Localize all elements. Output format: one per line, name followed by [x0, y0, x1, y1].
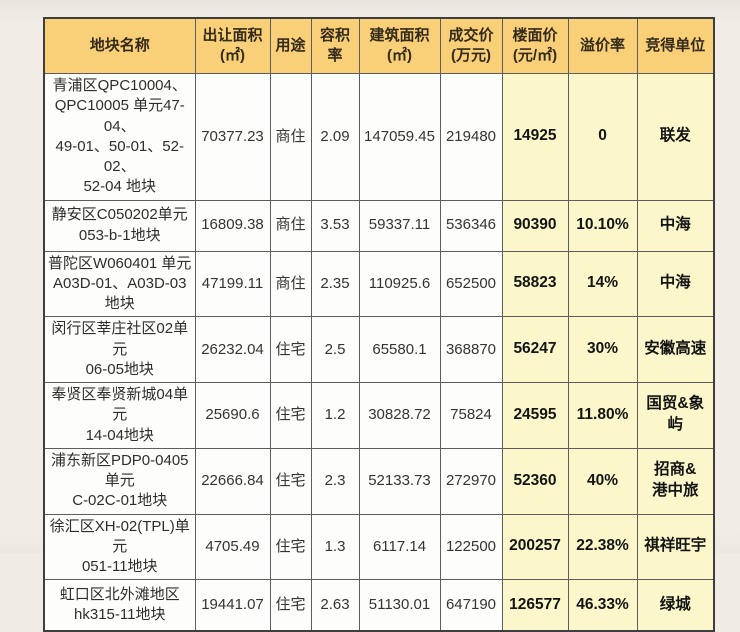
- usage-cell: 住宅: [269, 513, 312, 581]
- column-header-premium-rate: 溢价率: [567, 17, 638, 74]
- deal-price-cell: 652500: [439, 250, 503, 318]
- column-header-floor-price: 楼面价 (元/㎡): [501, 17, 569, 74]
- premium-rate-cell: 0: [567, 73, 638, 201]
- building-area-cell: 51130.01: [358, 579, 441, 632]
- transfer-area-cell: 47199.11: [194, 250, 271, 318]
- parcel-name-cell: 徐汇区XH-02(TPL)单元 051-11地块: [43, 513, 196, 581]
- premium-rate-cell: 46.33%: [567, 579, 638, 632]
- usage-cell: 商住: [269, 73, 312, 201]
- premium-rate-cell: 11.80%: [567, 382, 638, 449]
- premium-rate-cell: 40%: [567, 447, 638, 515]
- table-row: 静安区C050202单元 053-b-1地块 16809.38 商住 3.53 …: [43, 199, 715, 252]
- usage-cell: 商住: [269, 250, 312, 318]
- column-header-plot-ratio: 容积率: [310, 17, 360, 74]
- column-header-transfer-area: 出让面积 (㎡): [194, 17, 271, 74]
- table-row: 虹口区北外滩地区 hk315-11地块 19441.07 住宅 2.63 511…: [43, 579, 715, 632]
- usage-cell: 住宅: [269, 579, 312, 632]
- column-header-usage: 用途: [269, 17, 312, 74]
- table-row: 徐汇区XH-02(TPL)单元 051-11地块 4705.49 住宅 1.3 …: [43, 513, 715, 581]
- usage-cell: 住宅: [269, 382, 312, 449]
- plot-ratio-cell: 3.53: [310, 199, 360, 252]
- table-header-row: 地块名称 出让面积 (㎡) 用途 容积率 建筑面积 (㎡) 成交价 (万元) 楼…: [43, 17, 715, 74]
- floor-price-cell: 58823: [501, 250, 569, 318]
- transfer-area-cell: 4705.49: [194, 513, 271, 581]
- building-area-cell: 110925.6: [358, 250, 441, 318]
- table-row: 青浦区QPC10004、 QPC10005 单元47-04、 49-01、50-…: [43, 73, 715, 201]
- winning-bidder-cell: 中海: [636, 250, 715, 318]
- floor-price-cell: 14925: [501, 73, 569, 201]
- transfer-area-cell: 25690.6: [194, 382, 271, 449]
- deal-price-cell: 122500: [439, 513, 503, 581]
- building-area-cell: 59337.11: [358, 199, 441, 252]
- winning-bidder-cell: 招商& 港中旅: [636, 447, 715, 515]
- floor-price-cell: 200257: [501, 513, 569, 581]
- parcel-name-cell: 静安区C050202单元 053-b-1地块: [43, 199, 196, 252]
- building-area-cell: 52133.73: [358, 447, 441, 515]
- transfer-area-cell: 16809.38: [194, 199, 271, 252]
- premium-rate-cell: 22.38%: [567, 513, 638, 581]
- winning-bidder-cell: 绿城: [636, 579, 715, 632]
- building-area-cell: 6117.14: [358, 513, 441, 581]
- plot-ratio-cell: 2.35: [310, 250, 360, 318]
- deal-price-cell: 536346: [439, 199, 503, 252]
- column-header-parcel-name: 地块名称: [43, 17, 196, 74]
- plot-ratio-cell: 2.3: [310, 447, 360, 515]
- transfer-area-cell: 26232.04: [194, 316, 271, 383]
- parcel-name-cell: 闵行区莘庄社区02单元 06-05地块: [43, 316, 196, 383]
- deal-price-cell: 219480: [439, 73, 503, 201]
- table-row: 浦东新区PDP0-0405单元 C-02C-01地块 22666.84 住宅 2…: [43, 447, 715, 515]
- premium-rate-cell: 30%: [567, 316, 638, 383]
- building-area-cell: 147059.45: [358, 73, 441, 201]
- table-row: 闵行区莘庄社区02单元 06-05地块 26232.04 住宅 2.5 6558…: [43, 316, 715, 383]
- land-auction-table: 地块名称 出让面积 (㎡) 用途 容积率 建筑面积 (㎡) 成交价 (万元) 楼…: [43, 17, 715, 632]
- plot-ratio-cell: 2.5: [310, 316, 360, 383]
- column-header-deal-price: 成交价 (万元): [439, 17, 503, 74]
- table-row: 普陀区W060401 单元 A03D-01、A03D-03 地块 47199.1…: [43, 250, 715, 318]
- winning-bidder-cell: 安徽高速: [636, 316, 715, 383]
- winning-bidder-cell: 联发: [636, 73, 715, 201]
- deal-price-cell: 368870: [439, 316, 503, 383]
- deal-price-cell: 272970: [439, 447, 503, 515]
- column-header-winning-bidder: 竞得单位: [636, 17, 715, 74]
- floor-price-cell: 90390: [501, 199, 569, 252]
- floor-price-cell: 126577: [501, 579, 569, 632]
- plot-ratio-cell: 2.09: [310, 73, 360, 201]
- floor-price-cell: 24595: [501, 382, 569, 449]
- table-row: 奉贤区奉贤新城04单元 14-04地块 25690.6 住宅 1.2 30828…: [43, 382, 715, 449]
- deal-price-cell: 647190: [439, 579, 503, 632]
- plot-ratio-cell: 1.3: [310, 513, 360, 581]
- winning-bidder-cell: 国贸&象屿: [636, 382, 715, 449]
- premium-rate-cell: 14%: [567, 250, 638, 318]
- plot-ratio-cell: 2.63: [310, 579, 360, 632]
- parcel-name-cell: 浦东新区PDP0-0405单元 C-02C-01地块: [43, 447, 196, 515]
- building-area-cell: 30828.72: [358, 382, 441, 449]
- transfer-area-cell: 70377.23: [194, 73, 271, 201]
- usage-cell: 住宅: [269, 316, 312, 383]
- floor-price-cell: 52360: [501, 447, 569, 515]
- parcel-name-cell: 虹口区北外滩地区 hk315-11地块: [43, 579, 196, 632]
- usage-cell: 商住: [269, 199, 312, 252]
- parcel-name-cell: 普陀区W060401 单元 A03D-01、A03D-03 地块: [43, 250, 196, 318]
- usage-cell: 住宅: [269, 447, 312, 515]
- premium-rate-cell: 10.10%: [567, 199, 638, 252]
- building-area-cell: 65580.1: [358, 316, 441, 383]
- winning-bidder-cell: 祺祥旺宇: [636, 513, 715, 581]
- transfer-area-cell: 19441.07: [194, 579, 271, 632]
- column-header-building-area: 建筑面积 (㎡): [358, 17, 441, 74]
- transfer-area-cell: 22666.84: [194, 447, 271, 515]
- parcel-name-cell: 奉贤区奉贤新城04单元 14-04地块: [43, 382, 196, 449]
- floor-price-cell: 56247: [501, 316, 569, 383]
- deal-price-cell: 75824: [439, 382, 503, 449]
- parcel-name-cell: 青浦区QPC10004、 QPC10005 单元47-04、 49-01、50-…: [43, 73, 196, 201]
- plot-ratio-cell: 1.2: [310, 382, 360, 449]
- winning-bidder-cell: 中海: [636, 199, 715, 252]
